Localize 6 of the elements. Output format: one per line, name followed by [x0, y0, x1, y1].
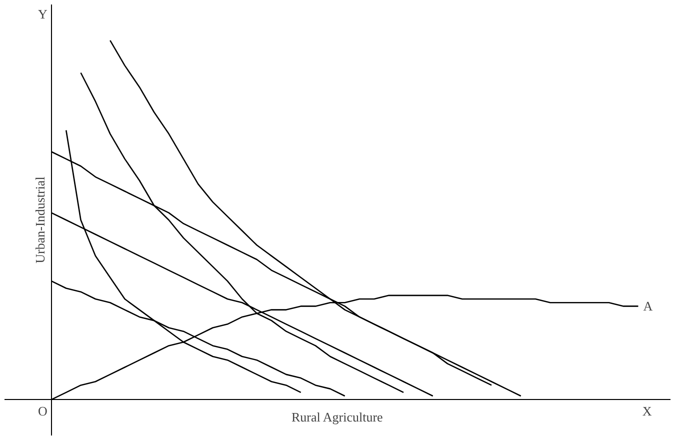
- text: X: [642, 404, 652, 419]
- x-axis-title: Rural Agriculture: [291, 410, 384, 424]
- y-axis-title: Urban-Industrial: [32, 176, 48, 264]
- text: O: [38, 404, 48, 419]
- text: Y: [38, 6, 48, 22]
- annotation: A: [643, 298, 654, 314]
